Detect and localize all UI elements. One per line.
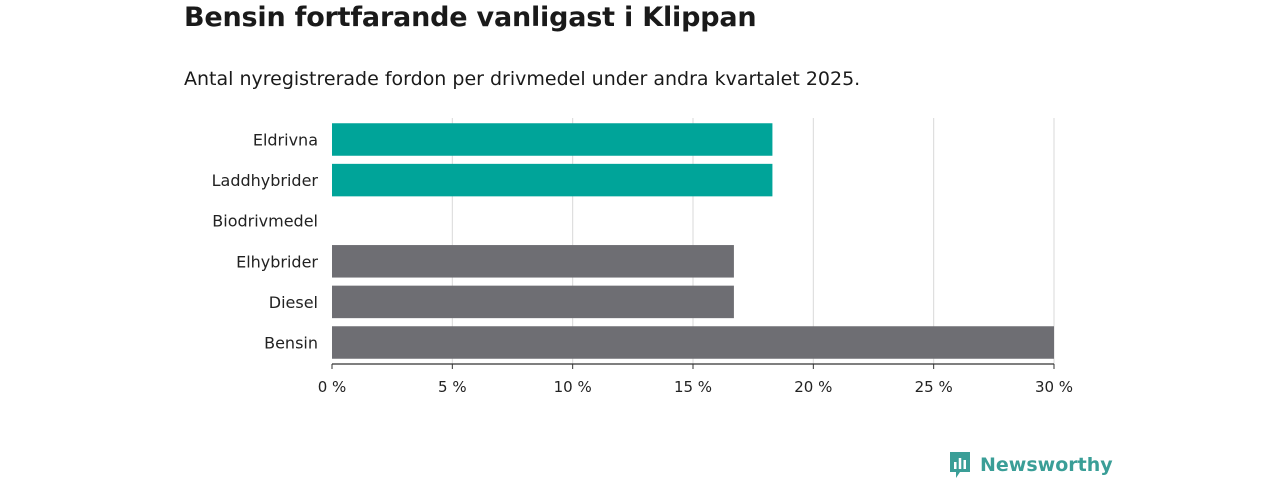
bar bbox=[332, 326, 1054, 359]
category-label: Elhybrider bbox=[236, 252, 318, 271]
x-tick-label: 10 % bbox=[554, 378, 592, 396]
x-tick-label: 25 % bbox=[915, 378, 953, 396]
chart-subtitle: Antal nyregistrerade fordon per drivmede… bbox=[184, 68, 861, 90]
x-tick-label: 0 % bbox=[318, 378, 347, 396]
x-tick-label: 5 % bbox=[438, 378, 467, 396]
brand-logo: Newsworthy bbox=[948, 450, 1113, 480]
category-label: Biodrivmedel bbox=[212, 212, 318, 231]
category-label: Laddhybrider bbox=[212, 171, 319, 190]
category-label: Eldrivna bbox=[253, 131, 318, 150]
x-tick-label: 20 % bbox=[794, 378, 832, 396]
bar bbox=[332, 245, 734, 278]
bar bbox=[332, 163, 773, 197]
x-tick-label: 30 % bbox=[1035, 378, 1073, 396]
bar bbox=[332, 123, 773, 156]
bar bbox=[332, 285, 734, 319]
x-tick-label: 15 % bbox=[674, 378, 712, 396]
chart-title: Bensin fortfarande vanligast i Klippan bbox=[184, 2, 757, 33]
brand-name: Newsworthy bbox=[980, 454, 1113, 476]
category-label: Diesel bbox=[269, 293, 318, 312]
newsworthy-logo-icon bbox=[950, 452, 970, 478]
category-label: Bensin bbox=[264, 334, 318, 353]
